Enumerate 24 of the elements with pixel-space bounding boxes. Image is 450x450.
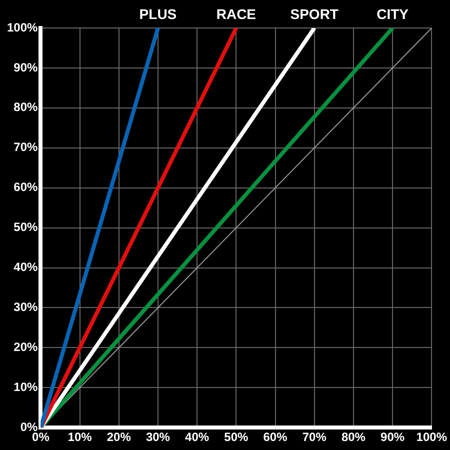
y-tick-label: 90% [14,60,38,74]
y-tick-label: 60% [14,180,38,194]
y-tick-label: 10% [14,380,38,394]
x-tick-label: 60% [263,430,288,444]
x-tick-label: 100% [416,430,448,444]
series-label: SPORT [290,6,339,22]
series-label: CITY [376,6,410,22]
x-tick-label: 90% [380,430,405,444]
x-tick-label: 40% [185,430,210,444]
series-label: RACE [216,6,256,22]
x-tick-label: 10% [68,430,92,444]
y-tick-label: 50% [14,220,38,234]
x-tick-label: 50% [224,430,249,444]
x-tick-label: 30% [146,430,170,444]
y-tick-label: 80% [14,100,38,114]
x-tick-label: 20% [106,430,132,444]
y-tick-label: 30% [14,300,38,314]
y-tick-label: 40% [14,260,38,274]
series-label: PLUS [139,6,177,22]
y-tick-label: 70% [14,140,38,154]
y-tick-label: 20% [14,340,38,354]
x-tick-label: 70% [302,430,327,444]
y-tick-label: 100% [6,20,38,34]
x-tick-label: 80% [341,430,366,444]
